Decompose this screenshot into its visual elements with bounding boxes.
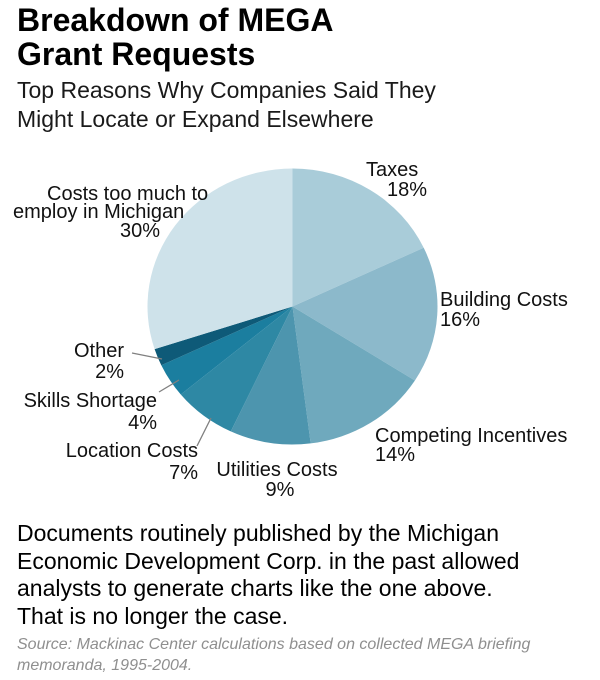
pie-label-costs-too-much-line2: employ in Michigan (13, 201, 185, 223)
pie-label-skills-shortage: Skills Shortage (23, 390, 157, 412)
pie-slice-competing-incentives (292, 306, 415, 444)
pie-slice-utilities-costs (230, 306, 311, 445)
pie-label-costs-too-much-line1: Costs too much to (47, 183, 209, 205)
source-note: Source: Mackinac Center calculations bas… (17, 636, 531, 674)
pie-label-competing-incentives-pct: 14% (375, 444, 416, 466)
pie-label-taxes: Taxes (366, 159, 419, 181)
pie-slices-group (147, 168, 438, 445)
leader-line-location-costs (196, 417, 212, 447)
pie-slice-location-costs (180, 306, 293, 432)
pie-label-skills-shortage-pct: 4% (128, 412, 157, 434)
pie-slice-costs-too-much-to-employ-in-michigan (147, 168, 293, 350)
caption-text: Documents routinely published by the Mic… (17, 520, 520, 629)
pie-label-location-costs-pct: 7% (169, 462, 198, 484)
chart-subtitle: Top Reasons Why Companies Said They Migh… (17, 77, 436, 132)
pie-label-location-costs: Location Costs (65, 440, 198, 462)
pie-label-other-pct: 2% (95, 361, 124, 383)
leader-line-other (131, 352, 163, 360)
pie-label-building-costs: Building Costs (440, 289, 568, 311)
pie-label-utilities-costs: Utilities Costs (216, 459, 338, 481)
pie-slice-taxes (292, 168, 424, 307)
pie-chart (131, 168, 438, 447)
pie-slice-building-costs (292, 247, 438, 381)
pie-label-taxes-pct: 18% (387, 179, 428, 201)
pie-label-competing-incentives: Competing Incentives (375, 425, 568, 447)
pie-label-costs-too-much-pct: 30% (120, 220, 161, 242)
pie-label-utilities-costs-pct: 9% (265, 479, 295, 501)
pie-slice-skills-shortage (161, 306, 293, 395)
pie-label-building-costs-pct: 16% (440, 309, 481, 331)
chart-title: Breakdown of MEGA Grant Requests (17, 2, 334, 72)
leader-line-skills-shortage (158, 379, 180, 393)
pie-slice-other (154, 306, 293, 366)
pie-label-other: Other (73, 340, 124, 362)
